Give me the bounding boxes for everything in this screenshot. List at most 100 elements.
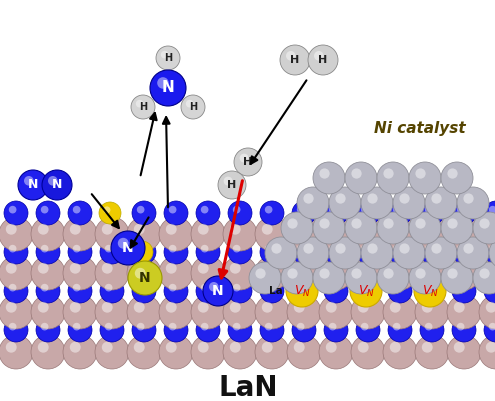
Circle shape <box>255 268 266 279</box>
Circle shape <box>134 263 145 273</box>
Circle shape <box>169 245 177 253</box>
Circle shape <box>393 284 400 292</box>
Circle shape <box>6 263 17 273</box>
Circle shape <box>230 302 241 313</box>
Circle shape <box>102 263 113 273</box>
Circle shape <box>105 323 112 330</box>
Circle shape <box>196 279 220 303</box>
Circle shape <box>41 323 49 330</box>
Circle shape <box>384 168 394 178</box>
Circle shape <box>260 279 284 303</box>
Circle shape <box>102 342 113 353</box>
Circle shape <box>390 302 400 313</box>
Circle shape <box>0 217 33 251</box>
Circle shape <box>447 168 458 178</box>
Circle shape <box>249 262 281 294</box>
Circle shape <box>329 323 337 330</box>
Circle shape <box>228 318 252 342</box>
Circle shape <box>447 295 481 329</box>
Circle shape <box>324 279 348 303</box>
Circle shape <box>127 295 161 329</box>
Circle shape <box>294 263 305 273</box>
Circle shape <box>361 323 368 330</box>
Circle shape <box>409 262 441 294</box>
Circle shape <box>255 335 289 369</box>
Circle shape <box>329 237 361 269</box>
Circle shape <box>486 224 495 235</box>
Circle shape <box>4 279 28 303</box>
Circle shape <box>351 217 385 251</box>
Circle shape <box>415 256 449 290</box>
Circle shape <box>265 245 272 253</box>
Circle shape <box>356 201 380 225</box>
Circle shape <box>447 335 481 369</box>
Circle shape <box>479 256 495 290</box>
Circle shape <box>287 295 321 329</box>
Circle shape <box>486 263 495 273</box>
Text: $V_N$: $V_N$ <box>422 284 439 299</box>
Circle shape <box>223 295 257 329</box>
Circle shape <box>156 46 180 70</box>
Circle shape <box>294 302 305 313</box>
Circle shape <box>297 323 304 330</box>
Circle shape <box>233 245 241 253</box>
Circle shape <box>390 342 400 353</box>
Circle shape <box>159 217 193 251</box>
Circle shape <box>166 224 177 235</box>
Circle shape <box>159 295 193 329</box>
Circle shape <box>422 263 433 273</box>
Circle shape <box>313 162 345 194</box>
Circle shape <box>38 263 49 273</box>
Circle shape <box>63 256 97 290</box>
Circle shape <box>473 212 495 244</box>
Text: La: La <box>269 286 283 296</box>
Circle shape <box>383 335 417 369</box>
Circle shape <box>361 245 368 253</box>
Text: N: N <box>212 284 224 298</box>
Circle shape <box>198 263 209 273</box>
Circle shape <box>233 284 241 292</box>
Circle shape <box>390 224 400 235</box>
Circle shape <box>137 206 145 213</box>
Text: N: N <box>52 178 62 192</box>
Circle shape <box>186 100 194 107</box>
Circle shape <box>356 318 380 342</box>
Circle shape <box>313 212 345 244</box>
Circle shape <box>425 206 433 213</box>
Circle shape <box>425 323 433 330</box>
Circle shape <box>191 295 225 329</box>
Circle shape <box>351 168 362 178</box>
Circle shape <box>102 302 113 313</box>
Circle shape <box>489 237 495 269</box>
Circle shape <box>384 268 394 279</box>
Circle shape <box>351 335 385 369</box>
Circle shape <box>209 282 219 292</box>
Circle shape <box>280 45 310 75</box>
Circle shape <box>132 201 156 225</box>
Circle shape <box>463 243 474 254</box>
Circle shape <box>356 240 380 264</box>
Circle shape <box>286 51 296 61</box>
Circle shape <box>454 263 465 273</box>
Circle shape <box>489 323 495 330</box>
Circle shape <box>326 302 337 313</box>
Circle shape <box>415 295 449 329</box>
Circle shape <box>388 201 412 225</box>
Circle shape <box>198 302 209 313</box>
Circle shape <box>191 335 225 369</box>
Circle shape <box>489 206 495 213</box>
Circle shape <box>103 207 110 213</box>
Circle shape <box>415 219 426 229</box>
Circle shape <box>454 224 465 235</box>
Circle shape <box>169 284 177 292</box>
Circle shape <box>196 240 220 264</box>
Circle shape <box>9 284 16 292</box>
Circle shape <box>350 275 382 307</box>
Circle shape <box>134 302 145 313</box>
Circle shape <box>319 256 353 290</box>
Circle shape <box>457 323 464 330</box>
Circle shape <box>432 243 442 254</box>
Circle shape <box>415 268 426 279</box>
Circle shape <box>68 318 92 342</box>
Circle shape <box>73 245 81 253</box>
